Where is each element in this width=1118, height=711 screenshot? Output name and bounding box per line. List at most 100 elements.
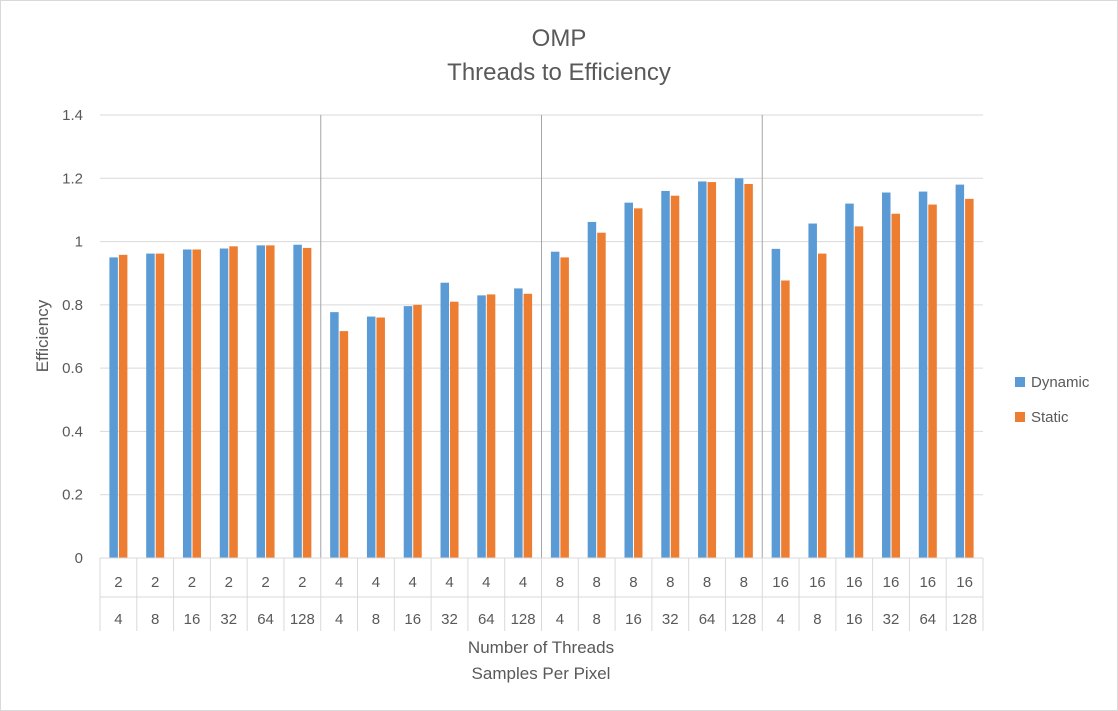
bar-static	[560, 257, 569, 558]
y-tick-label: 0.6	[62, 360, 83, 377]
bar-dynamic	[771, 248, 781, 558]
x-tick-label-threads: 2	[298, 574, 306, 591]
x-tick-label-threads: 2	[225, 574, 233, 591]
x-tick-label-samples: 32	[220, 611, 237, 628]
x-tick-label-threads: 16	[809, 574, 826, 591]
x-tick-label-samples: 64	[478, 611, 495, 628]
bar-dynamic	[587, 221, 597, 558]
bar-dynamic	[734, 178, 744, 559]
bar-dynamic	[955, 184, 965, 558]
bar-static	[817, 253, 827, 559]
x-tick-label-samples: 16	[184, 611, 201, 628]
bar-static	[965, 198, 974, 558]
bar-static	[118, 254, 128, 558]
chart-title: OMP	[532, 25, 587, 52]
legend: Dynamic Static	[1015, 374, 1090, 426]
x-tick-label-samples: 16	[625, 611, 642, 628]
bar-static	[155, 253, 165, 559]
bar-dynamic	[624, 202, 633, 559]
x-tick-label-samples: 64	[699, 611, 716, 628]
y-axis: 0 0.2 0.4 0.6 0.8 1 1.2 1.4	[62, 107, 83, 567]
bar-dynamic	[256, 245, 266, 558]
x-tick-label-samples: 4	[776, 611, 784, 628]
bar-dynamic	[808, 223, 817, 558]
bar-dynamic	[330, 312, 339, 558]
x-tick-label-threads: 16	[772, 574, 789, 591]
bar-dynamic	[477, 295, 486, 558]
x-tick-label-samples: 32	[883, 611, 900, 628]
x-tick-label-samples: 8	[372, 611, 380, 628]
x-tick-label-samples: 4	[335, 611, 343, 628]
legend-swatch-dynamic	[1015, 377, 1025, 387]
bar-static	[413, 304, 422, 558]
bar-static	[633, 208, 643, 558]
x-tick-label-threads: 4	[335, 574, 343, 591]
x-tick-label-samples: 32	[662, 611, 679, 628]
legend-label-static: Static	[1031, 409, 1069, 426]
bar-dynamic	[918, 191, 928, 558]
legend-label-dynamic: Dynamic	[1031, 374, 1090, 391]
x-axis: 2 4 2 8 2 16 2 32 2 64 2 128 4 4 4 8 4 16 4 32 4 64 4 128 8 4 8 8 8 1…	[99, 557, 984, 631]
x-tick-label-threads: 16	[883, 574, 900, 591]
bar-static	[523, 293, 533, 558]
x-tick-label-samples: 8	[151, 611, 159, 628]
x-tick-label-threads: 8	[556, 574, 564, 591]
x-tick-label-threads: 4	[482, 574, 490, 591]
x-tick-label-samples: 8	[593, 611, 601, 628]
y-axis-title: Efficiency	[33, 299, 52, 372]
bar-static	[597, 232, 606, 558]
bar-static	[450, 301, 459, 558]
x-tick-label-samples: 8	[813, 611, 821, 628]
bar-dynamic	[514, 288, 523, 558]
y-tick-label: 1.4	[62, 107, 83, 124]
x-tick-label-threads: 2	[114, 574, 122, 591]
bar-dynamic	[109, 257, 118, 558]
bar-static	[229, 246, 238, 558]
x-tick-label-samples: 128	[290, 611, 315, 628]
bar-static	[302, 247, 312, 558]
y-tick-label: 1.2	[62, 170, 83, 187]
bar-dynamic	[293, 244, 302, 558]
bar-dynamic	[219, 248, 229, 559]
x-tick-label-threads: 2	[261, 574, 269, 591]
bar-dynamic	[698, 181, 707, 558]
x-tick-label-threads: 8	[593, 574, 601, 591]
x-tick-label-threads: 4	[445, 574, 453, 591]
x-tick-label-samples: 128	[731, 611, 756, 628]
bar-static	[486, 294, 496, 558]
gridlines	[100, 114, 983, 559]
x-tick-label-samples: 32	[441, 611, 458, 628]
bar-static	[891, 213, 901, 558]
y-tick-label: 1	[75, 234, 83, 251]
bar-static	[928, 204, 937, 558]
x-tick-label-samples: 16	[846, 611, 863, 628]
x-tick-label-samples: 16	[404, 611, 421, 628]
x-tick-label-threads: 8	[629, 574, 637, 591]
x-tick-label-threads: 16	[846, 574, 863, 591]
y-tick-label: 0	[75, 550, 83, 567]
x-tick-label-threads: 4	[519, 574, 527, 591]
bar-dynamic	[440, 282, 450, 558]
y-tick-label: 0.2	[62, 487, 83, 504]
bar-dynamic	[550, 251, 560, 558]
bar-dynamic	[661, 190, 670, 558]
bar-dynamic	[146, 253, 155, 559]
bar-static	[744, 183, 753, 558]
bar-dynamic	[845, 203, 854, 558]
bar-static	[707, 182, 717, 558]
bars	[109, 178, 974, 559]
x-tick-label-threads: 2	[188, 574, 196, 591]
bar-dynamic	[403, 306, 413, 558]
x-tick-label-samples: 4	[556, 611, 564, 628]
bar-dynamic	[182, 249, 192, 558]
x-tick-label-threads: 16	[919, 574, 936, 591]
x-tick-label-samples: 64	[919, 611, 936, 628]
bar-static	[266, 245, 275, 558]
x-tick-label-samples: 128	[952, 611, 977, 628]
bar-static	[192, 249, 201, 558]
bar-dynamic	[366, 316, 376, 558]
y-tick-label: 0.8	[62, 297, 83, 314]
bar-static	[670, 195, 680, 559]
